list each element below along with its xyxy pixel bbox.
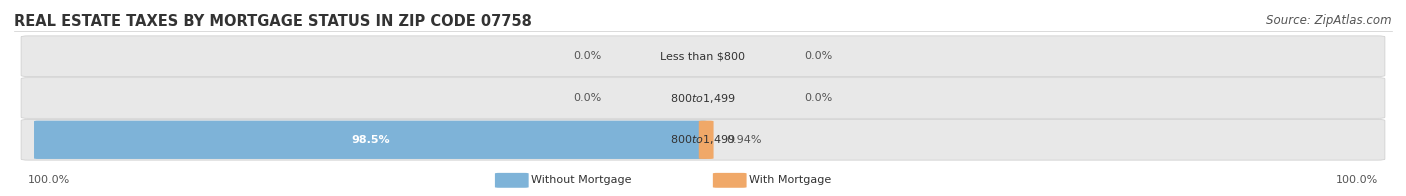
- Text: Source: ZipAtlas.com: Source: ZipAtlas.com: [1267, 14, 1392, 27]
- Text: 100.0%: 100.0%: [28, 175, 70, 185]
- Text: 98.5%: 98.5%: [352, 135, 389, 145]
- FancyBboxPatch shape: [21, 120, 1385, 160]
- Text: REAL ESTATE TAXES BY MORTGAGE STATUS IN ZIP CODE 07758: REAL ESTATE TAXES BY MORTGAGE STATUS IN …: [14, 14, 531, 29]
- Text: 0.0%: 0.0%: [804, 93, 832, 103]
- FancyBboxPatch shape: [713, 173, 747, 188]
- Text: Less than $800: Less than $800: [661, 51, 745, 61]
- FancyBboxPatch shape: [495, 173, 529, 188]
- Text: 0.0%: 0.0%: [804, 51, 832, 61]
- Text: Without Mortgage: Without Mortgage: [531, 175, 631, 185]
- Text: 0.0%: 0.0%: [574, 51, 602, 61]
- FancyBboxPatch shape: [699, 121, 714, 159]
- Text: $800 to $1,499: $800 to $1,499: [671, 133, 735, 146]
- Text: $800 to $1,499: $800 to $1,499: [671, 92, 735, 104]
- Text: 0.0%: 0.0%: [574, 93, 602, 103]
- FancyBboxPatch shape: [21, 36, 1385, 76]
- FancyBboxPatch shape: [21, 78, 1385, 118]
- FancyBboxPatch shape: [34, 121, 707, 159]
- Text: 0.94%: 0.94%: [727, 135, 762, 145]
- Text: 100.0%: 100.0%: [1336, 175, 1378, 185]
- Text: With Mortgage: With Mortgage: [749, 175, 831, 185]
